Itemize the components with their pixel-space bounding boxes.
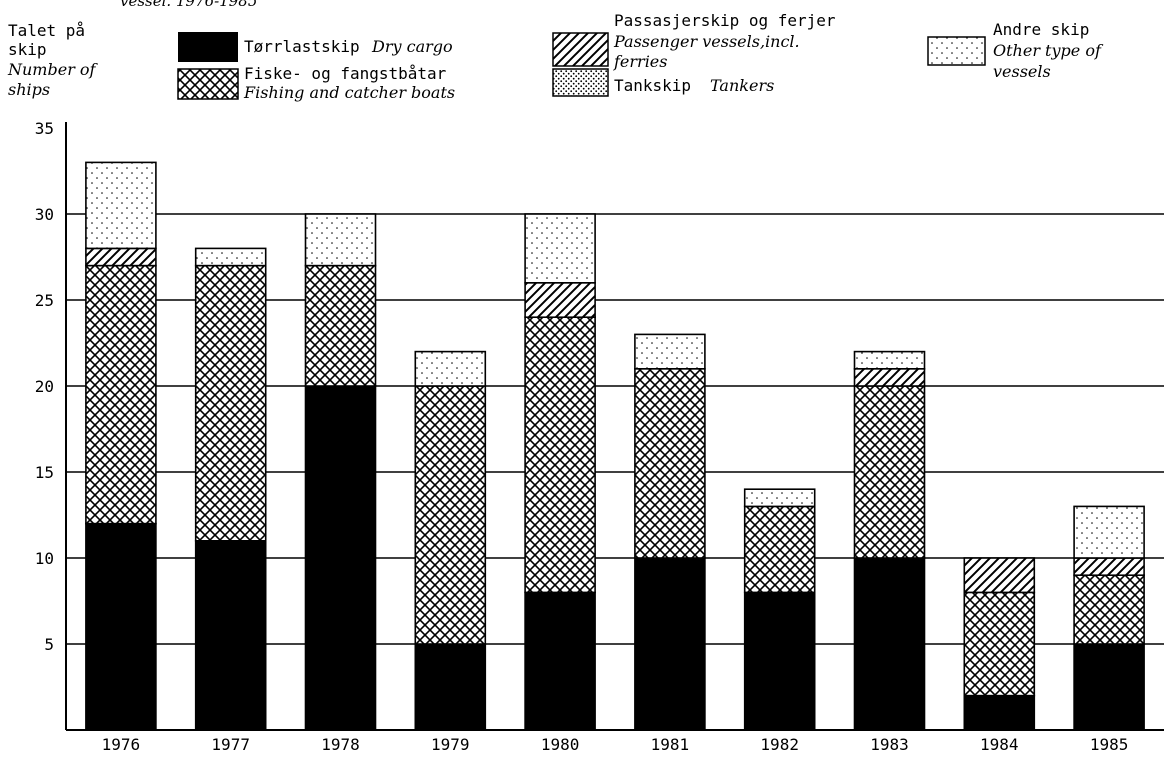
x-tick-label-1983: 1983 [870,735,909,754]
x-tick-label-1984: 1984 [980,735,1019,754]
x-tick-label-1981: 1981 [651,735,690,754]
legend-dry-en: Dry cargo [371,37,453,56]
bar-1976-dry [85,522,157,731]
legend-swatch-pass [552,32,609,67]
y-label-line-4: ships [8,80,50,99]
bar-1981-other [634,333,706,370]
y-axis-ticks: 5 10 15 20 25 30 35 [35,119,54,654]
bar-1978-other [304,213,377,267]
legend-dry-no: Tørrlastskip [244,37,360,56]
bar-1983-pass [853,367,926,387]
bar-1984-dry [963,694,1036,731]
y-label-line-3: Number of [7,60,99,79]
legend-pass-en: Passenger vessels,incl. [613,32,800,51]
legend: Tørrlastskip Dry cargo Fiske- og fangstb… [177,11,1104,102]
y-label-line-1: Talet på [8,21,85,40]
y-tick-label-20: 20 [35,377,54,396]
bar-1985-fish [1073,574,1145,645]
bar-1985-pass [1073,557,1145,577]
x-tick-label-1976: 1976 [102,735,141,754]
bar-1982-other [743,488,816,508]
bar-1984-pass [963,557,1036,594]
bar-1979-other [414,350,487,387]
bar-1976-fish [85,264,157,525]
bar-1977-other [194,247,267,267]
legend-tank-en: Tankers [710,76,774,95]
x-tick-label-1977: 1977 [211,735,250,754]
legend-pass-en-2: ferries [613,52,667,71]
y-tick-label-35: 35 [35,119,54,138]
legend-other-no: Andre skip [993,20,1089,39]
bar-1985-dry [1073,643,1145,731]
bar-1979-fish [414,385,487,645]
legend-fish-en: Fishing and catcher boats [243,83,455,102]
legend-fish-no: Fiske- og fangstbåtar [244,64,447,83]
bar-1981-dry [634,557,706,731]
bar-1980-fish [524,316,596,594]
legend-other-en-2: vessels [993,62,1051,81]
bars [85,161,1145,731]
bar-1976-other [85,161,157,250]
y-axis-label: Talet på skip Number of ships [7,21,99,99]
x-tick-label-1982: 1982 [760,735,799,754]
bar-1979-dry [414,643,487,731]
bar-1982-fish [743,505,816,594]
y-tick-label-30: 30 [35,205,54,224]
bar-1982-dry [743,591,816,731]
y-tick-label-25: 25 [35,291,54,310]
bar-1984-fish [963,591,1036,697]
bar-1980-dry [524,591,596,731]
legend-swatch-dry [178,32,238,62]
bar-1981-fish [634,367,706,559]
legend-swatch-fish [177,68,239,100]
legend-other-en-1: Other type of [993,41,1104,60]
bar-1985-other [1073,505,1145,559]
x-axis-ticks: 1976 1977 1978 1979 1980 1981 1982 1983 1984 1985 [102,735,1129,754]
y-tick-label-10: 10 [35,549,54,568]
x-tick-label-1980: 1980 [541,735,580,754]
y-tick-label-5: 5 [44,635,54,654]
bar-1977-dry [194,539,267,731]
x-tick-label-1978: 1978 [321,735,360,754]
legend-pass-no: Passasjerskip og ferjer [614,11,836,30]
bar-1980-pass [524,281,596,318]
bar-1978-dry [304,385,377,731]
x-tick-label-1985: 1985 [1090,735,1129,754]
bar-1983-other [853,350,926,370]
y-label-line-2: skip [8,40,47,59]
legend-tank-no: Tankskip [614,76,691,95]
x-tick-label-1979: 1979 [431,735,470,754]
legend-swatch-other [927,36,986,66]
bar-1976-pass [85,247,157,267]
bar-1980-other [524,213,596,284]
bar-1978-fish [304,264,377,387]
bar-1977-fish [194,264,267,542]
bar-1983-fish [853,385,926,559]
bar-1983-dry [853,557,926,731]
y-tick-label-15: 15 [35,463,54,482]
header-fragment: vessel. 1976-1985 [120,0,257,10]
legend-swatch-tank [552,68,609,97]
